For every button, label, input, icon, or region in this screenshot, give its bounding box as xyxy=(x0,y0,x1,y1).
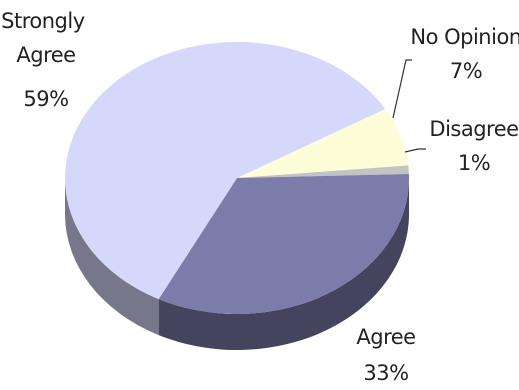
pie-side-strongly-agree xyxy=(65,178,159,336)
pie-top-layer xyxy=(65,42,409,314)
label-strongly-agree: Strongly Agree xyxy=(1,9,91,67)
pie-depth-layer xyxy=(65,178,409,350)
slice-labels: Strongly Agree 59% No Opinion 7% Disagre… xyxy=(1,9,519,385)
label-no-opinion-value: 7% xyxy=(450,59,482,83)
label-disagree: Disagree xyxy=(429,117,518,141)
leader-no-opinion xyxy=(392,59,412,119)
pie-slice-no-opinion xyxy=(237,108,409,178)
pie-slice-strongly-agree xyxy=(65,42,386,300)
label-no-opinion: No Opinion xyxy=(410,25,519,49)
pie-slice-disagree xyxy=(237,165,409,178)
label-strongly-agree-value: 59% xyxy=(23,87,68,111)
label-disagree-value: 1% xyxy=(458,151,490,175)
pie-side-agree xyxy=(158,178,409,350)
leader-lines xyxy=(392,59,426,153)
pie-slice-agree xyxy=(158,173,409,314)
leader-disagree xyxy=(404,148,426,153)
label-agree: Agree xyxy=(356,325,415,349)
label-agree-value: 33% xyxy=(363,361,408,385)
